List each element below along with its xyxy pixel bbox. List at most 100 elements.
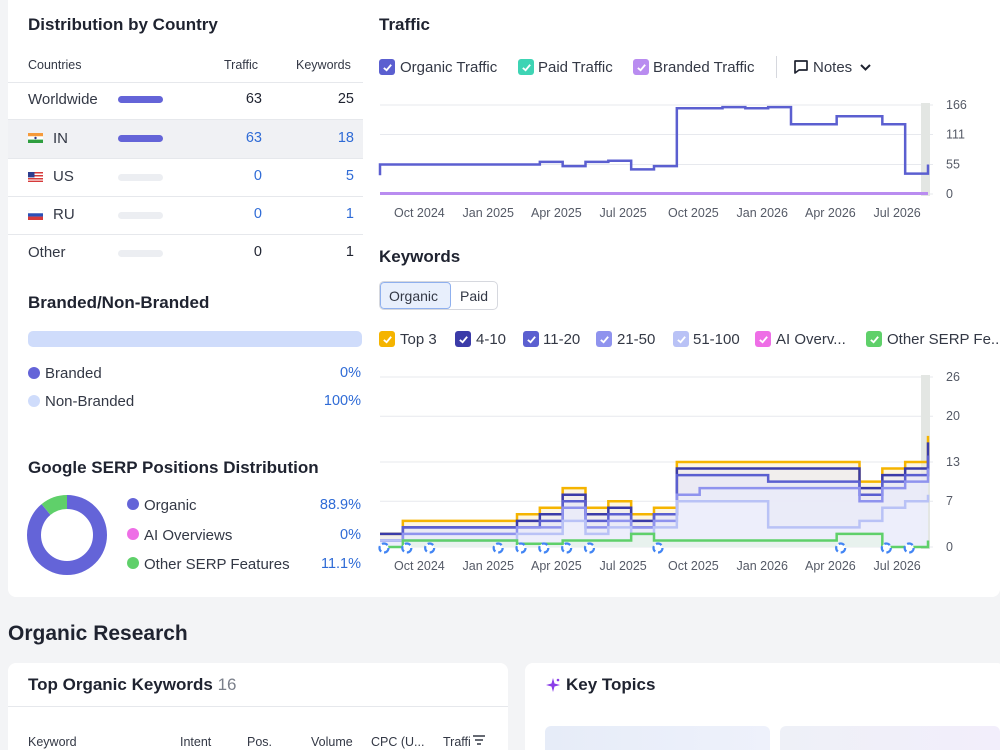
legend-top3[interactable]: Top 3 xyxy=(400,331,437,348)
organic-dot-icon xyxy=(127,498,139,510)
x-tick-label: Oct 2025 xyxy=(668,559,719,573)
branded-value[interactable]: 0% xyxy=(340,365,361,381)
legend-divider xyxy=(776,56,777,78)
country-name: Other xyxy=(28,244,66,261)
y-tick-label: 111 xyxy=(946,127,965,141)
legend-4-10[interactable]: 4-10 xyxy=(476,331,507,348)
serp-title: Google SERP Positions Distribution xyxy=(28,458,319,477)
col-volume[interactable]: Volume xyxy=(311,735,353,749)
traffic-value: 63 xyxy=(245,91,262,107)
col-cpc[interactable]: CPC (U... xyxy=(371,735,425,749)
x-tick-label: Jul 2026 xyxy=(874,206,921,220)
donut-slice-other-serp-features xyxy=(27,495,107,575)
traffic-share-bar xyxy=(118,174,163,181)
x-tick-label: Jan 2025 xyxy=(463,559,514,573)
legend-11-20[interactable]: 11-20 xyxy=(543,331,581,348)
y-tick-label: 20 xyxy=(946,409,960,423)
col-keywords[interactable]: Keywords xyxy=(296,58,351,72)
checkbox-checked-icon[interactable] xyxy=(379,59,395,75)
serp-organic-value[interactable]: 88.9% xyxy=(319,497,361,513)
legend-51-100[interactable]: 51-100 xyxy=(693,331,740,348)
non-branded-dot-icon xyxy=(28,395,40,407)
divider xyxy=(8,706,508,707)
series-line-other-serp-features xyxy=(380,532,930,549)
usa-flag-icon xyxy=(28,172,43,182)
tab-paid-label[interactable]: Paid xyxy=(460,288,489,304)
x-tick-label: Apr 2025 xyxy=(531,206,582,220)
checkbox-checked-icon[interactable] xyxy=(523,331,539,347)
branded-traffic-label[interactable]: Branded Traffic xyxy=(653,59,755,76)
checkbox-checked-icon[interactable] xyxy=(379,331,395,347)
non-branded-value[interactable]: 100% xyxy=(323,393,361,409)
country-name: US xyxy=(53,168,74,185)
serp-other-value[interactable]: 11.1% xyxy=(320,556,361,572)
ai-overviews-dot-icon xyxy=(127,528,139,540)
sparkle-icon xyxy=(546,678,560,692)
x-tick-label: Oct 2025 xyxy=(668,206,719,220)
country-name: Worldwide xyxy=(28,91,98,108)
keywords-value-link[interactable]: 18 xyxy=(337,130,354,146)
checkbox-checked-icon[interactable] xyxy=(596,331,612,347)
google-update-icon xyxy=(652,542,664,554)
keywords-chart[interactable]: 26 20 13 7 0 Oct 2024 Jan 2025 Apr 2025 Jul 2025… xyxy=(375,365,1000,580)
legend-ai-overviews[interactable]: AI Overv... xyxy=(776,331,846,348)
x-tick-label: Apr 2026 xyxy=(805,206,856,220)
traffic-value-link[interactable]: 0 xyxy=(253,168,262,184)
sort-icon[interactable] xyxy=(472,734,486,746)
keywords-value-link[interactable]: 1 xyxy=(345,206,354,222)
col-position[interactable]: Pos. xyxy=(247,735,273,749)
country-name: IN xyxy=(53,130,68,147)
checkbox-checked-icon[interactable] xyxy=(633,59,649,75)
legend-other-serp[interactable]: Other SERP Fe... xyxy=(887,331,1000,348)
checkbox-checked-icon[interactable] xyxy=(518,59,534,75)
serp-donut-chart xyxy=(27,495,107,575)
donut-slice-organic xyxy=(27,495,107,575)
divider xyxy=(8,82,363,83)
serp-ai-label: AI Overviews xyxy=(144,527,233,544)
series-line-organic-traffic xyxy=(378,105,930,176)
x-tick-label: Jul 2026 xyxy=(874,559,921,573)
current-period-band xyxy=(921,103,930,196)
x-tick-label: Jan 2026 xyxy=(737,206,788,220)
divider xyxy=(8,234,363,235)
x-tick-label: Oct 2024 xyxy=(394,559,445,573)
col-traffic[interactable]: Traffic xyxy=(224,58,259,72)
keywords-value: 25 xyxy=(337,91,354,107)
google-update-icon xyxy=(538,542,550,554)
google-update-icon xyxy=(835,542,847,554)
tab-organic-label[interactable]: Organic xyxy=(389,288,439,304)
organic-traffic-label[interactable]: Organic Traffic xyxy=(400,59,498,76)
legend-21-50[interactable]: 21-50 xyxy=(617,331,656,348)
country-title: Distribution by Country xyxy=(28,15,218,34)
col-countries: Countries xyxy=(28,58,82,72)
col-keyword[interactable]: Keyword xyxy=(28,735,77,749)
traffic-share-bar xyxy=(118,135,163,142)
col-intent[interactable]: Intent xyxy=(180,735,212,749)
checkbox-checked-icon[interactable] xyxy=(455,331,471,347)
paid-traffic-label[interactable]: Paid Traffic xyxy=(538,59,613,76)
checkbox-checked-icon[interactable] xyxy=(866,331,882,347)
x-tick-label: Jan 2025 xyxy=(463,206,514,220)
google-update-icon xyxy=(424,542,436,554)
traffic-value-link[interactable]: 0 xyxy=(253,206,262,222)
x-tick-label: Apr 2025 xyxy=(531,559,582,573)
checkbox-checked-icon[interactable] xyxy=(673,331,689,347)
traffic-value-link[interactable]: 63 xyxy=(245,130,262,146)
tab-organic[interactable] xyxy=(380,282,451,309)
country-name: RU xyxy=(53,206,75,223)
notes-label[interactable]: Notes xyxy=(813,59,853,76)
google-update-icon xyxy=(880,542,892,554)
checkbox-checked-icon[interactable] xyxy=(755,331,771,347)
branded-dot-icon xyxy=(28,367,40,379)
traffic-share-bar xyxy=(118,250,163,257)
key-topics-title: Key Topics xyxy=(566,675,656,694)
country-row-in[interactable] xyxy=(8,120,363,158)
branded-bar xyxy=(28,331,362,347)
x-tick-label: Oct 2024 xyxy=(394,206,445,220)
traffic-chart[interactable]: 166 111 55 0 Oct 2024 Jan 2025 Apr 2025 Jul 202… xyxy=(375,95,1000,225)
x-tick-label: Jul 2025 xyxy=(600,559,647,573)
col-traffic[interactable]: Traffi xyxy=(443,735,471,749)
divider xyxy=(8,119,363,120)
keywords-value-link[interactable]: 5 xyxy=(345,168,354,184)
serp-ai-value[interactable]: 0% xyxy=(340,527,361,543)
